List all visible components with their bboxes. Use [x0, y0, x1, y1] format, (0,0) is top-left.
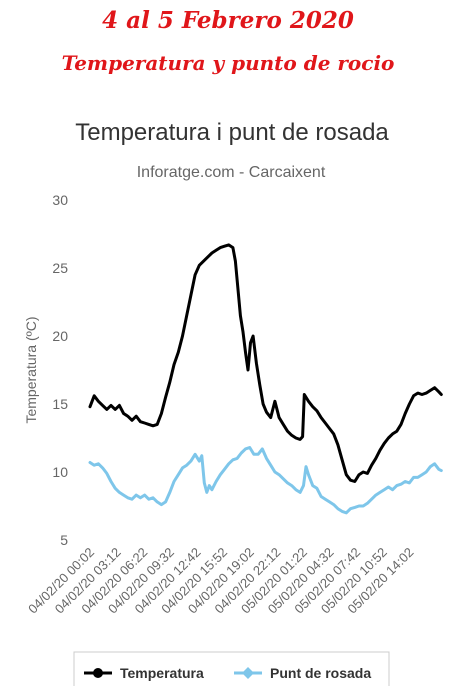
y-tick-label: 15 — [52, 396, 68, 412]
legend-marker-circle — [93, 668, 103, 678]
chart-subtitle: Inforatge.com - Carcaixent — [137, 164, 326, 181]
legend-box — [73, 651, 390, 686]
banner-title-date: 4 al 5 Febrero 2020 — [102, 7, 354, 34]
y-tick-label: 30 — [52, 192, 68, 208]
y-tick-label: 5 — [60, 532, 68, 548]
legend-label-temperatura[interactable]: Temperatura — [120, 665, 204, 681]
chart-title: Temperatura i punt de rosada — [75, 119, 389, 146]
series-line-temperatura — [88, 243, 443, 483]
legend: Temperatura Punt de rosada — [84, 665, 371, 681]
legend-label-punt-de-rosada[interactable]: Punt de rosada — [270, 665, 371, 681]
y-axis-ticks: 5 10 15 20 25 30 — [52, 192, 68, 548]
y-tick-label: 10 — [52, 464, 68, 480]
legend-marker-diamond — [242, 667, 254, 679]
y-axis-label: Temperatura (ºC) — [23, 316, 39, 423]
banner-title-subject: Temperatura y punto de rocio — [62, 51, 395, 75]
series-line-punt-de-rosada — [88, 446, 443, 515]
y-tick-label: 20 — [52, 328, 68, 344]
plot-area — [88, 243, 443, 515]
y-tick-label: 25 — [52, 260, 68, 276]
